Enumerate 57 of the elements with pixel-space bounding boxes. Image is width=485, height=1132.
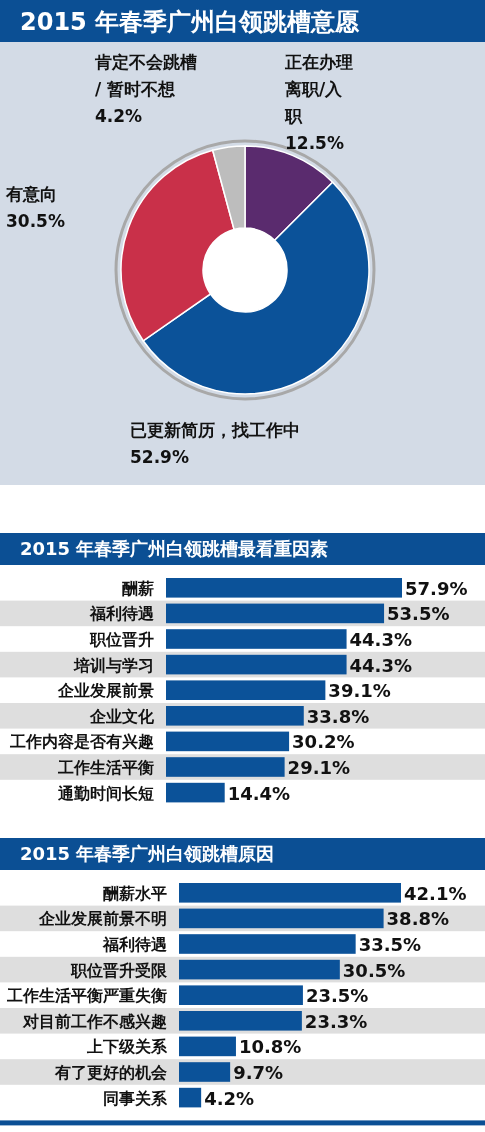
slice-label: 肯定不会跳槽/ 暂时不想	[94, 52, 197, 99]
data-label: 9.7%	[233, 1062, 284, 1083]
y-tick-label: 福利待遇	[102, 936, 167, 954]
slice-label: 有意向	[5, 184, 57, 204]
y-tick-label: 通勤时间长短	[57, 784, 154, 803]
y-tick-label: 职位晋升受限	[70, 961, 168, 980]
chart-title: 2015 年春季广州白领跳槽意愿	[20, 7, 361, 36]
bar	[179, 985, 303, 1005]
y-tick-label: 同事关系	[103, 1089, 168, 1108]
y-tick-label: 上下级关系	[86, 1038, 168, 1057]
data-label: 44.3%	[349, 629, 413, 650]
data-label: 44.3%	[349, 654, 413, 676]
data-label: 23.3%	[304, 1010, 368, 1032]
y-tick-label: 对目前工作不感兴趣	[22, 1012, 167, 1031]
y-tick-label: 酬薪水平	[103, 884, 167, 903]
slice-label: 正在办理离职/入职	[284, 52, 353, 126]
data-label: 30.5%	[6, 211, 65, 231]
data-label: 4.2%	[204, 1087, 255, 1109]
y-tick-label: 工作生活平衡	[57, 759, 154, 777]
y-tick-label: 企业发展前景	[57, 682, 154, 701]
y-tick-label: 工作生活平衡严重失衡	[6, 987, 167, 1006]
bar	[166, 782, 225, 803]
bar	[179, 1062, 231, 1082]
data-label: 30.5%	[342, 959, 406, 981]
data-label: 33.5%	[358, 934, 422, 955]
data-label: 10.8%	[238, 1036, 302, 1058]
data-label: 14.4%	[227, 782, 291, 804]
bar	[166, 706, 304, 726]
bar	[179, 1036, 236, 1057]
data-label: 30.2%	[292, 731, 355, 753]
y-tick-label: 酬薪	[122, 579, 154, 598]
data-label: 23.5%	[305, 985, 369, 1007]
y-tick-label: 职位晋升	[89, 631, 154, 649]
data-label: 12.5%	[285, 133, 344, 153]
y-tick-label: 有了更好的机会	[54, 1064, 168, 1082]
bar	[179, 1011, 302, 1031]
bar	[166, 731, 290, 752]
y-tick-label: 工作内容是否有兴趣	[9, 732, 154, 752]
y-tick-label: 企业文化	[89, 707, 155, 726]
data-label: 57.9%	[405, 577, 468, 599]
data-label: 33.8%	[306, 705, 370, 727]
chart-title: 2015 年春季广州白领跳槽最看重因素	[20, 538, 329, 560]
slice-label: 已更新简历，找工作中	[130, 420, 300, 440]
bar	[166, 680, 326, 700]
y-tick-label: 福利待遇	[89, 605, 154, 624]
data-label: 53.5%	[387, 603, 450, 625]
data-label: 42.1%	[404, 882, 467, 904]
y-tick-label: 企业发展前景不明	[38, 910, 167, 929]
data-label: 52.9%	[130, 447, 189, 467]
chart-title: 2015 年春季广州白领跳槽原因	[20, 843, 275, 865]
data-label: 39.1%	[328, 680, 391, 702]
data-label: 29.1%	[287, 757, 351, 778]
bar	[179, 1087, 202, 1108]
data-label: 4.2%	[95, 106, 143, 126]
y-tick-label: 培训与学习	[73, 656, 154, 675]
bar	[166, 757, 285, 777]
data-label: 38.8%	[386, 908, 450, 930]
